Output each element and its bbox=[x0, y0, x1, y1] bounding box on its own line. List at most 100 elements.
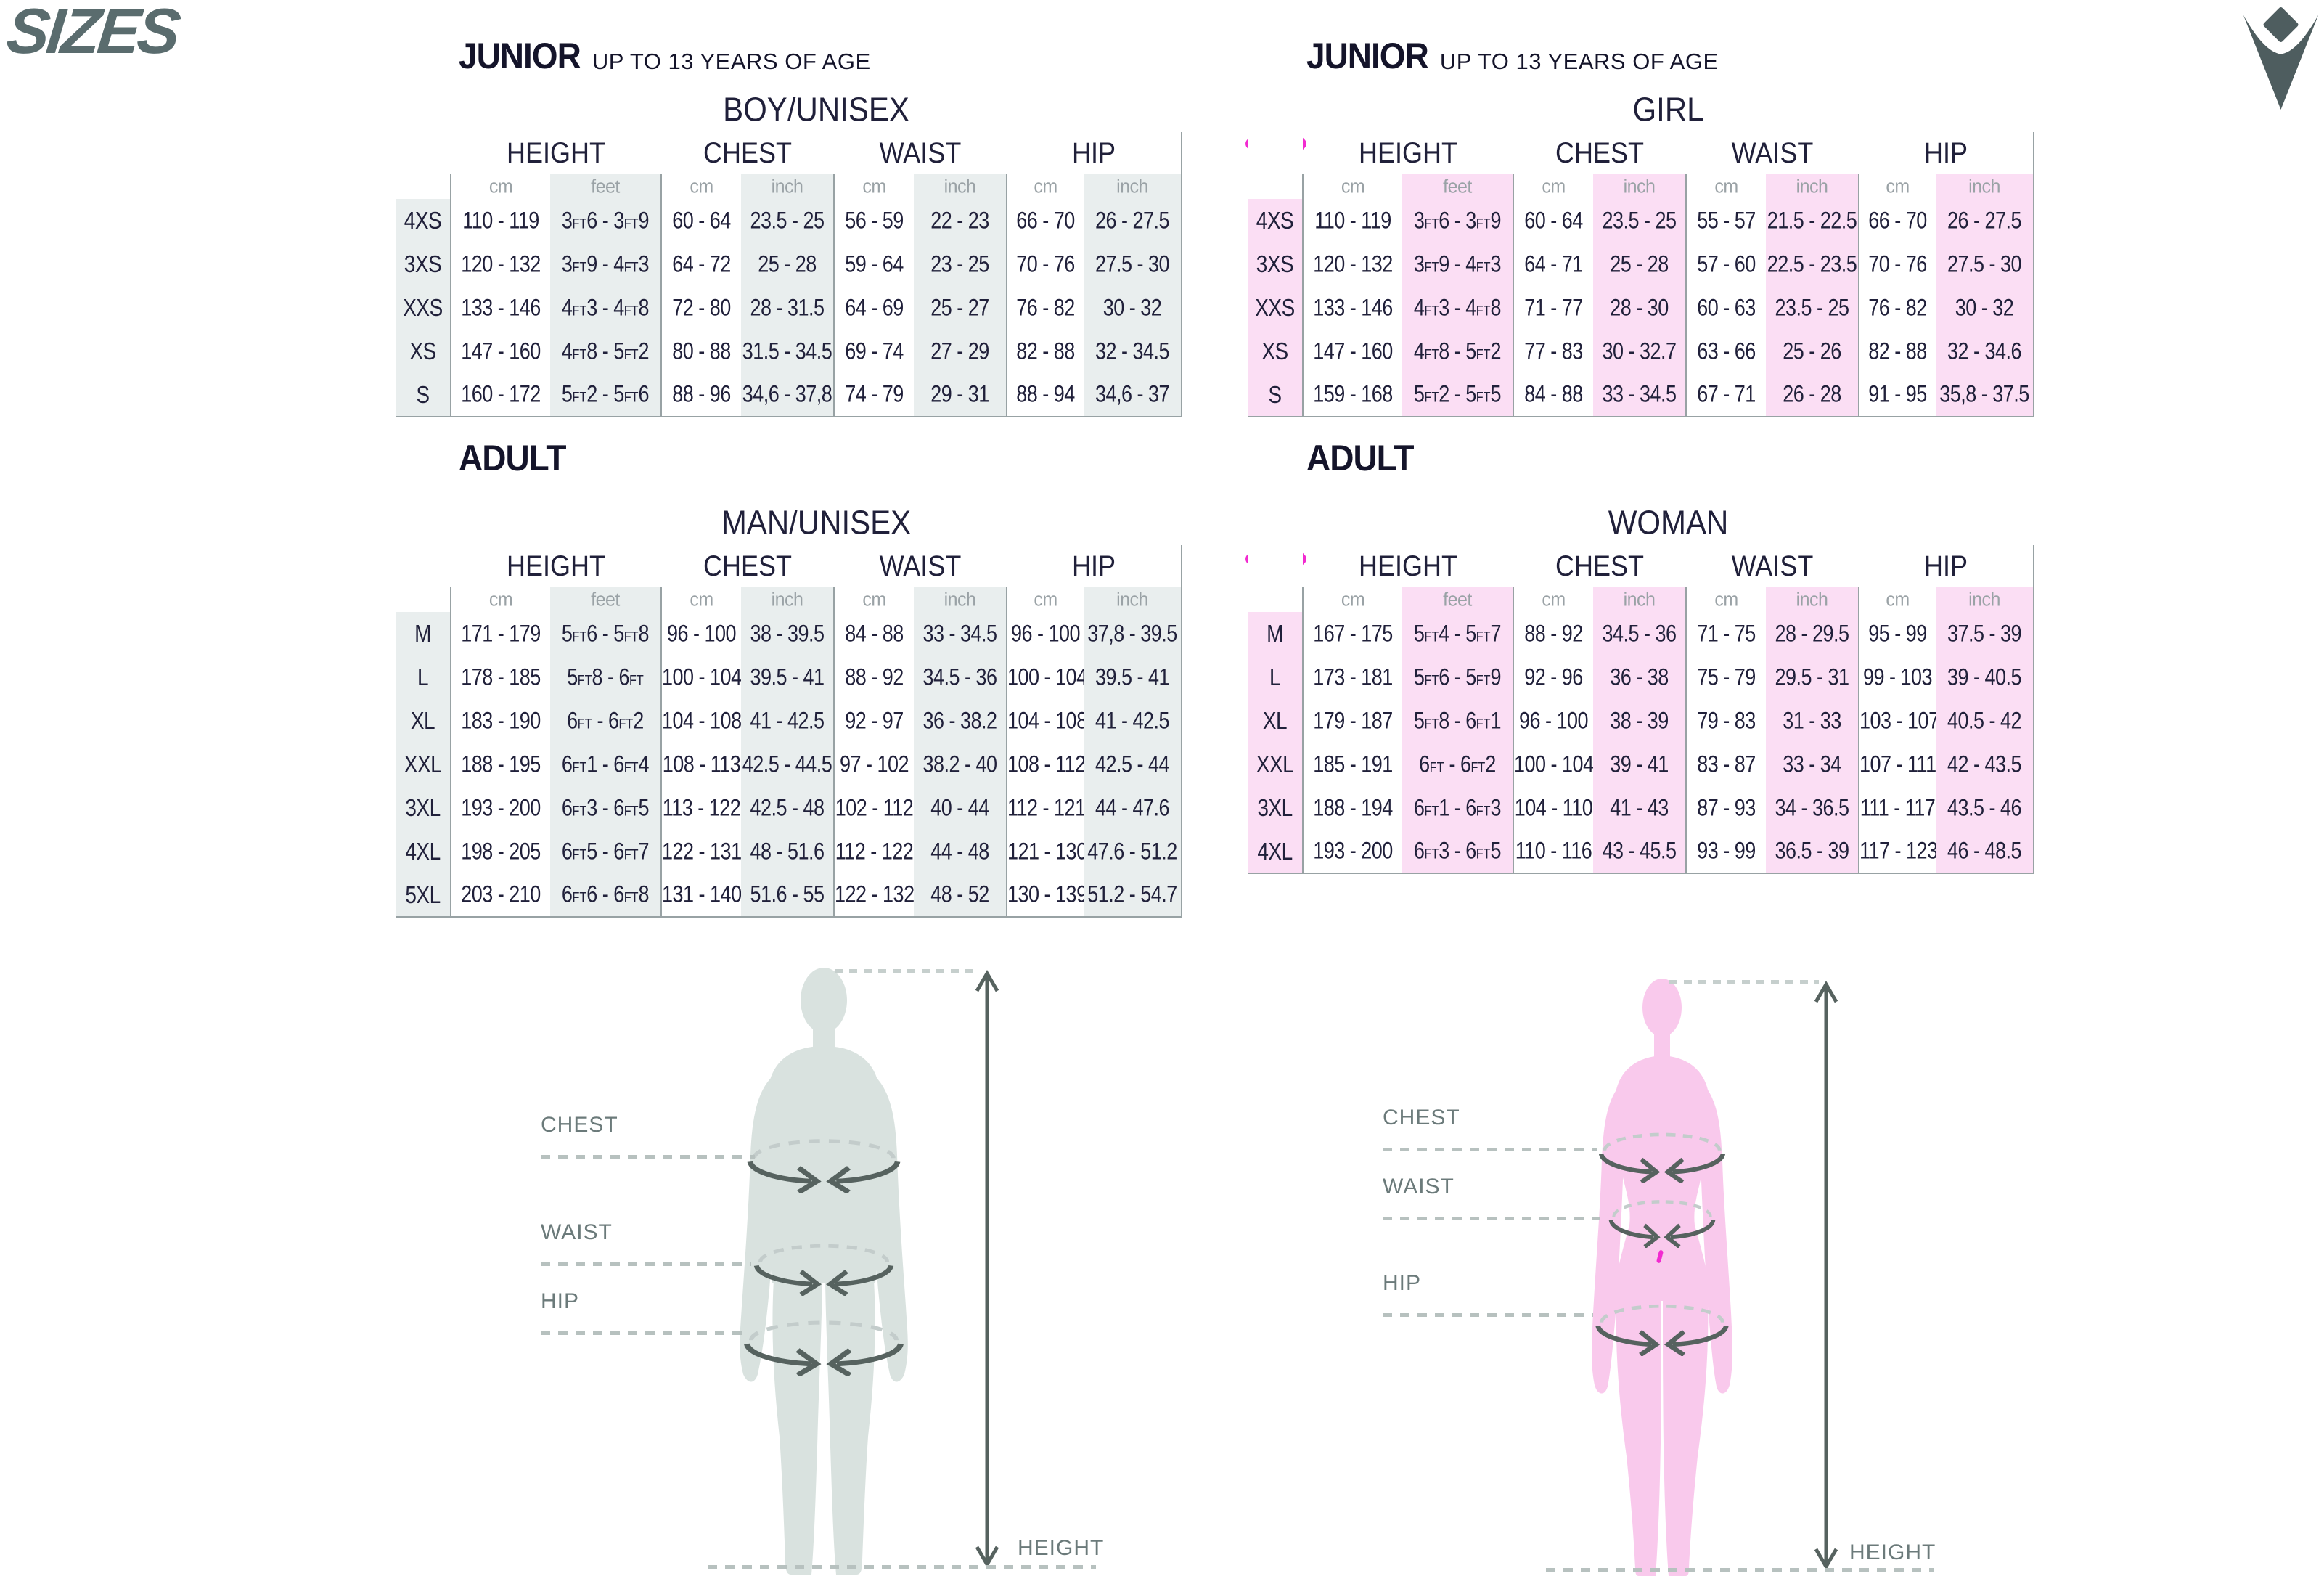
measurement-cell: 4FT8 - 5FT2 bbox=[550, 330, 661, 373]
size-label-cell: S bbox=[396, 373, 451, 417]
measurement-cell: 167 - 175 bbox=[1302, 612, 1402, 656]
measurement-cell: 72 - 80 bbox=[660, 286, 741, 330]
measurement-cell: 104 - 110 bbox=[1513, 786, 1593, 830]
unit-header: cm bbox=[450, 587, 550, 612]
measurement-cell: 34.5 - 36 bbox=[1593, 612, 1686, 656]
measurement-cell: 179 - 187 bbox=[1302, 699, 1402, 743]
measurement-cell: 44 - 48 bbox=[914, 830, 1007, 873]
measurement-cell: 4FT3 - 4FT8 bbox=[1402, 286, 1513, 330]
measurement-cell: 63 - 66 bbox=[1685, 330, 1766, 373]
size-label-cell: XS bbox=[1248, 330, 1303, 373]
measurement-cell: 55 - 57 bbox=[1685, 199, 1766, 242]
column-group-header: HEIGHT bbox=[506, 549, 605, 582]
unit-header: inch bbox=[1593, 587, 1686, 612]
measurement-cell: 88 - 96 bbox=[660, 373, 741, 417]
column-group-header: HIP bbox=[1859, 132, 2035, 174]
size-label-cell: M bbox=[396, 612, 451, 656]
measurement-cell: 27.5 - 30 bbox=[1084, 242, 1182, 286]
woman-waist-girth-icon bbox=[1608, 1200, 1716, 1248]
measurement-cell: 147 - 160 bbox=[1302, 330, 1402, 373]
measurement-cell: 28 - 31.5 bbox=[741, 286, 834, 330]
measurement-cell: 3FT9 - 4FT3 bbox=[1402, 242, 1513, 286]
measurement-cell: 32 - 34.6 bbox=[1936, 330, 2035, 373]
table-units-row: cm feet cm inch cm inch cm inch bbox=[1248, 174, 2035, 199]
table-title-row: BOY/UNISEX bbox=[396, 87, 1182, 132]
measurement-cell: 41 - 43 bbox=[1593, 786, 1686, 830]
unit-header: inch bbox=[1766, 174, 1859, 199]
measurement-cell: 133 - 146 bbox=[450, 286, 550, 330]
unit-header: feet bbox=[1402, 174, 1513, 199]
junior-girl-table: GIRL HEIGHT CHEST WAIST HIP cm feet cm inch cm inc… bbox=[1248, 87, 2035, 417]
size-label-cell: S bbox=[1248, 373, 1303, 417]
measurement-cell: 28 - 30 bbox=[1593, 286, 1686, 330]
measurement-cell: 30 - 32.7 bbox=[1593, 330, 1686, 373]
column-group-header: HEIGHT bbox=[1358, 136, 1457, 169]
unit-header: cm bbox=[1858, 587, 1936, 612]
unit-header: inch bbox=[1936, 587, 2035, 612]
measurement-cell: 28 - 29.5 bbox=[1766, 612, 1859, 656]
spacer-cell bbox=[396, 87, 451, 132]
man-head-line bbox=[835, 969, 980, 973]
measurement-cell: 5FT6 - 5FT9 bbox=[1402, 656, 1513, 699]
measurement-cell: 34,6 - 37 bbox=[1084, 373, 1182, 417]
unit-header: inch bbox=[914, 174, 1007, 199]
measurement-cell: 64 - 72 bbox=[660, 242, 741, 286]
measurement-cell: 6FT1 - 6FT3 bbox=[1402, 786, 1513, 830]
measurement-cell: 113 - 122 bbox=[660, 786, 741, 830]
measurement-cell: 178 - 185 bbox=[450, 656, 550, 699]
measurement-cell: 36 - 38 bbox=[1593, 656, 1686, 699]
woman-height-arrow-icon bbox=[1814, 981, 1838, 1570]
measurement-cell: 27 - 29 bbox=[914, 330, 1007, 373]
measurement-cell: 67 - 71 bbox=[1685, 373, 1766, 417]
measurement-cell: 4FT3 - 4FT8 bbox=[550, 286, 661, 330]
unit-header: feet bbox=[550, 174, 661, 199]
measurement-cell: 42.5 - 44.5 bbox=[741, 743, 834, 786]
measurement-cell: 203 - 210 bbox=[450, 873, 550, 918]
measurement-cell: 3FT9 - 4FT3 bbox=[550, 242, 661, 286]
measurement-cell: 96 - 100 bbox=[1513, 699, 1593, 743]
measurement-cell: 31.5 - 34.5 bbox=[741, 330, 834, 373]
unit-header: inch bbox=[914, 587, 1007, 612]
measurement-cell: 88 - 94 bbox=[1006, 373, 1084, 417]
measurement-cell: 22 - 23 bbox=[914, 199, 1007, 242]
unit-header: inch bbox=[1084, 587, 1182, 612]
measurement-cell: 48 - 52 bbox=[914, 873, 1007, 918]
unit-header: cm bbox=[1513, 174, 1593, 199]
size-row: 5XL 203 - 210 6FT6 - 6FT8 131 - 140 51.6 - 5… bbox=[396, 873, 1182, 918]
measurement-cell: 92 - 97 bbox=[833, 699, 914, 743]
size-label-cell: M bbox=[1248, 612, 1303, 656]
column-group-header: WAIST bbox=[879, 136, 962, 169]
measurement-cell: 92 - 96 bbox=[1513, 656, 1593, 699]
measurement-cell: 51.2 - 54.7 bbox=[1084, 873, 1182, 918]
size-label-cell: XXS bbox=[396, 286, 451, 330]
measurement-cell: 193 - 200 bbox=[450, 786, 550, 830]
measurement-cell: 23.5 - 25 bbox=[1766, 286, 1859, 330]
unit-header: feet bbox=[1402, 587, 1513, 612]
section-kicker: JUNIOR bbox=[459, 35, 581, 76]
woman-chest-label: CHEST bbox=[1383, 1106, 1460, 1130]
column-group-header: WAIST bbox=[1731, 549, 1814, 582]
measurement-cell: 56 - 59 bbox=[833, 199, 914, 242]
size-row: XL 179 - 187 5FT8 - 6FT1 96 - 100 38 - 39 79 … bbox=[1248, 699, 2035, 743]
measurement-cell: 47.6 - 51.2 bbox=[1084, 830, 1182, 873]
unit-header: inch bbox=[1084, 174, 1182, 199]
measurement-cell: 102 - 112 bbox=[833, 786, 914, 830]
table-units-row: cm feet cm inch cm inch cm inch bbox=[396, 587, 1182, 612]
measurement-cell: 6FT3 - 6FT5 bbox=[1402, 830, 1513, 874]
measurement-cell: 160 - 172 bbox=[450, 373, 550, 417]
measurement-cell: 57 - 60 bbox=[1685, 242, 1766, 286]
measurement-cell: 40.5 - 42 bbox=[1936, 699, 2035, 743]
measurement-cell: 108 - 113 bbox=[660, 743, 741, 786]
size-table: GIRL HEIGHT CHEST WAIST HIP cm feet cm inch cm inc… bbox=[1248, 87, 2035, 417]
size-row: XXL 185 - 191 6FT - 6FT2 100 - 104 39 - 41 83… bbox=[1248, 743, 2035, 786]
size-row: 3XL 188 - 194 6FT1 - 6FT3 104 - 110 41 - 43 8… bbox=[1248, 786, 2035, 830]
measurement-cell: 110 - 119 bbox=[1302, 199, 1402, 242]
measurement-cell: 131 - 140 bbox=[660, 873, 741, 918]
measurement-cell: 110 - 119 bbox=[450, 199, 550, 242]
measurement-cell: 71 - 75 bbox=[1685, 612, 1766, 656]
adult-man-heading: ADULT bbox=[459, 438, 566, 479]
measurement-cell: 120 - 132 bbox=[450, 242, 550, 286]
spacer-cell bbox=[396, 587, 451, 612]
man-hip-label: HIP bbox=[541, 1289, 580, 1313]
measurement-cell: 43 - 45.5 bbox=[1593, 830, 1686, 874]
